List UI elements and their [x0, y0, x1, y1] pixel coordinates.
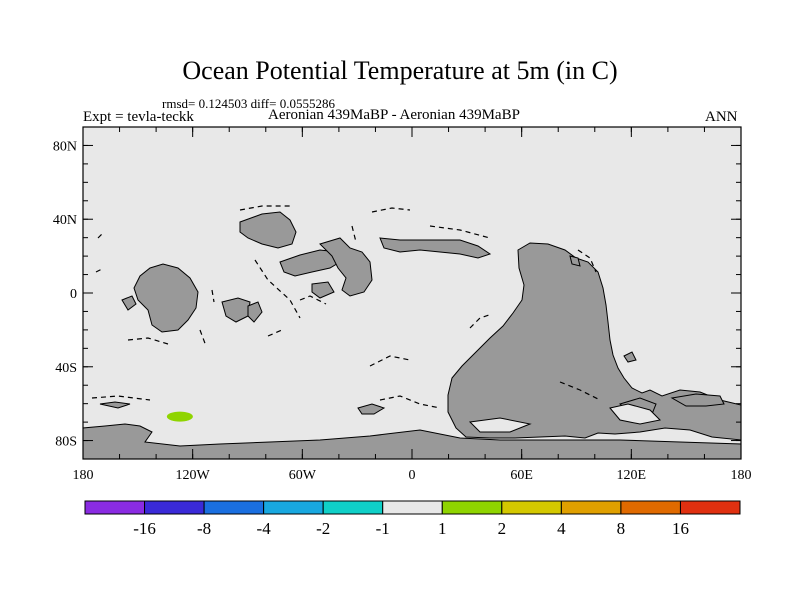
colorbar-label: 16: [672, 519, 689, 538]
dashed-contours: [91, 205, 601, 409]
land-island-se: [623, 351, 637, 363]
land-island-south-1: [99, 401, 131, 409]
dashed-contour-4: [577, 249, 597, 273]
land-north-strip: [379, 237, 492, 259]
land-north-mid-2: [279, 249, 341, 277]
colorbar-swatch: [382, 500, 443, 515]
land-island-south-4: [357, 403, 386, 415]
dashed-contour-8: [97, 231, 105, 239]
land-island-south-3: [670, 393, 725, 407]
land-south-polar: [82, 423, 742, 460]
dashed-contour-16: [559, 381, 601, 401]
land-west-island: [133, 263, 199, 333]
colorbar-label: -4: [257, 519, 272, 538]
land-island-ne: [569, 255, 581, 267]
experiment-label: Expt = tevla-teckk: [83, 109, 194, 125]
dashed-contour-7: [95, 267, 105, 273]
colorbar-swatch: [203, 500, 265, 515]
stats-text: rmsd= 0.124503 diff= 0.0555286: [162, 96, 335, 111]
lat-tick-label: 80S: [55, 435, 77, 450]
colorbar-label: 2: [498, 519, 507, 538]
dashed-contour-5: [254, 259, 301, 319]
dashed-contour-9: [127, 337, 169, 345]
dashed-contour-1: [239, 205, 290, 211]
colorbar-swatch: [501, 500, 562, 515]
lat-tick-label: 80N: [53, 139, 77, 154]
dashed-contour-13: [369, 355, 411, 367]
season-label: ANN: [705, 109, 738, 125]
experiment-subtitle: Aeronian 439MaBP - Aeronian 439MaBP: [268, 107, 520, 123]
colorbar-swatch: [560, 500, 622, 515]
colorbar-label: -1: [376, 519, 390, 538]
map-title: Ocean Potential Temperature at 5m (in C): [182, 56, 618, 85]
dashed-contour-2: [371, 207, 411, 213]
lon-tick-label: 60W: [289, 468, 317, 483]
land-central-east: [319, 237, 373, 297]
colorbar-swatch: [679, 500, 741, 515]
colorbar-label: 1: [438, 519, 447, 538]
lon-tick-label: 120E: [617, 468, 647, 483]
dashed-contour-10: [199, 329, 207, 347]
land-north-mid: [239, 211, 297, 249]
anomaly-patch: [166, 411, 193, 422]
inland-sea-2: [468, 417, 532, 433]
land-island-75w: [247, 301, 263, 323]
lon-tick-label: 180: [731, 468, 752, 483]
land-central-islet: [311, 281, 335, 299]
colorbar-swatch: [620, 500, 681, 515]
land-masses: [82, 211, 742, 460]
colorbar-label: 8: [617, 519, 626, 538]
lat-tick-label: 40N: [53, 213, 77, 228]
dashed-contour-14: [379, 395, 441, 409]
dashed-contour-17: [351, 225, 357, 243]
inland-sea-1: [609, 403, 662, 425]
lon-tick-label: 120W: [176, 468, 211, 483]
lon-tick-label: 60E: [510, 468, 533, 483]
colorbar-swatch: [144, 500, 205, 515]
colorbar: -16 -8 -4 -2 -1 1 2 4 8 16: [84, 500, 741, 538]
dashed-contour-12: [91, 395, 151, 401]
dashed-contour-18: [211, 289, 215, 303]
colorbar-swatch: [322, 500, 384, 515]
axis-tick-labels: 180 120W 60W 0 60E 120E 180 80N 40N 0 40S 80S: [53, 139, 752, 483]
colorbar-label: -8: [197, 519, 211, 538]
colorbar-swatch: [263, 500, 324, 515]
land-gondwana: [447, 242, 742, 441]
lat-tick-label: 40S: [55, 361, 77, 376]
lat-tick-label: 0: [70, 287, 77, 302]
colorbar-label: 4: [557, 519, 566, 538]
lon-tick-label: 0: [409, 468, 416, 483]
dashed-contour-6: [299, 295, 327, 305]
dashed-contour-11: [267, 329, 283, 337]
colorbar-swatch: [441, 500, 503, 515]
axis-ticks: [82, 126, 742, 460]
dashed-contour-15: [469, 313, 493, 329]
colorbar-label: -2: [316, 519, 330, 538]
inland-seas: [468, 403, 662, 433]
colorbar-swatch: [84, 500, 146, 515]
colorbar-label: -16: [133, 519, 156, 538]
dashed-contour-3: [429, 225, 491, 239]
lon-tick-label: 180: [73, 468, 94, 483]
land-island-150w: [121, 295, 137, 311]
